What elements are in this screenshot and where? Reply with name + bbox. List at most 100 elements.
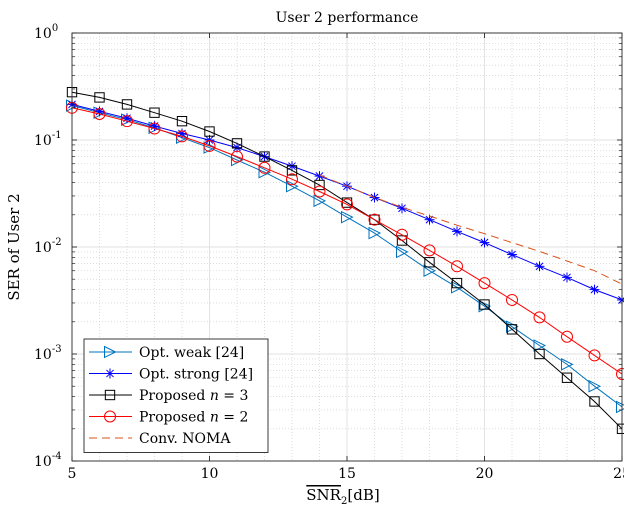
legend-entry: Opt. strong [24] — [89, 367, 253, 383]
x-tick-label: 15 — [338, 466, 356, 482]
data-point — [313, 194, 327, 208]
data-point — [479, 237, 490, 248]
data-point — [258, 165, 272, 179]
data-point — [589, 284, 600, 295]
legend-label: Opt. strong [24] — [139, 367, 253, 383]
x-tick-label: 10 — [201, 466, 219, 482]
data-point — [423, 264, 437, 278]
asterisk-stroke — [590, 285, 599, 294]
data-point — [314, 179, 325, 191]
data-point — [534, 261, 545, 272]
data-point — [341, 198, 353, 211]
data-point — [562, 272, 572, 283]
data-point — [286, 179, 299, 193]
y-axis-label: SER of User 2 — [5, 193, 23, 300]
asterisk-stroke — [398, 204, 406, 213]
legend-marker — [105, 368, 115, 379]
data-point — [149, 107, 160, 118]
asterisk-stroke — [480, 238, 489, 247]
legend-marker — [104, 389, 116, 401]
series-3 — [66, 86, 624, 434]
legend-label: Proposed n = 2 — [139, 410, 248, 426]
legend-marker — [104, 345, 117, 359]
y-tick-label: 10-1 — [34, 130, 62, 149]
data-point — [588, 349, 601, 362]
asterisk-stroke — [315, 172, 324, 181]
chart-title: User 2 performance — [276, 10, 419, 26]
series-line — [71, 91, 623, 430]
data-point — [451, 277, 463, 289]
series-5 — [319, 174, 623, 285]
data-point — [121, 99, 133, 110]
asterisk-stroke — [453, 227, 461, 236]
asterisk-stroke — [535, 262, 544, 271]
data-point — [94, 92, 105, 103]
x-axis-label: SNR2[dB] — [306, 486, 379, 506]
asterisk-stroke — [508, 250, 516, 259]
data-point — [176, 115, 188, 127]
series-group — [66, 86, 624, 434]
x-axis-label-text: SNR2[dB] — [306, 486, 379, 506]
series-4 — [66, 101, 624, 381]
legend-marker — [104, 410, 116, 423]
axis-ticks: 5 10 15 20 25 10-4 10-3 10-2 10-1 100 — [34, 23, 624, 482]
data-point — [368, 213, 381, 226]
data-point — [533, 311, 546, 324]
legend-entry: Opt. weak [24] — [89, 345, 244, 361]
y-tick-label: 10-2 — [34, 237, 62, 256]
series-line — [71, 107, 623, 375]
data-point — [396, 228, 408, 241]
legend-entry: Proposed n = 2 — [89, 410, 248, 426]
y-tick-label: 10-4 — [34, 451, 62, 470]
data-point — [258, 161, 271, 174]
data-point — [203, 139, 216, 152]
data-point — [451, 260, 463, 273]
data-point — [231, 150, 243, 163]
data-point — [176, 130, 188, 143]
y-tick-label: 10-3 — [34, 344, 62, 363]
data-point — [313, 185, 326, 198]
data-point — [506, 293, 518, 306]
legend-entry: Proposed n = 3 — [89, 388, 248, 404]
data-point — [561, 358, 574, 371]
data-point — [423, 244, 436, 257]
data-point — [369, 214, 380, 225]
y-tick-label: 100 — [34, 23, 58, 42]
legend: Opt. weak [24] Opt. strong [24] Proposed n… — [83, 338, 269, 453]
data-point — [479, 299, 490, 310]
data-point — [561, 330, 573, 343]
x-tick-label: 5 — [68, 466, 77, 482]
data-point — [204, 126, 215, 137]
data-point — [534, 348, 545, 360]
data-point — [177, 128, 187, 139]
data-point — [396, 235, 408, 246]
data-point — [533, 339, 547, 352]
legend-label: Conv. NOMA — [139, 431, 231, 447]
data-point — [93, 107, 106, 120]
legend-label: Opt. weak [24] — [139, 345, 244, 361]
data-point — [478, 277, 491, 290]
asterisk-stroke — [106, 369, 114, 378]
data-point — [148, 122, 161, 135]
data-point — [589, 396, 600, 407]
data-point — [506, 324, 518, 335]
data-point — [561, 372, 573, 383]
data-point — [231, 153, 244, 167]
data-point — [396, 245, 409, 259]
data-point — [507, 249, 517, 260]
data-point — [368, 226, 382, 240]
legend-entry: Conv. NOMA — [89, 431, 231, 447]
data-point — [588, 379, 602, 393]
data-point — [259, 151, 270, 162]
data-point — [286, 165, 298, 176]
data-point — [451, 281, 464, 294]
data-point — [121, 115, 133, 128]
data-point — [341, 210, 354, 224]
series-line — [319, 174, 623, 285]
data-point — [231, 138, 243, 149]
x-tick-label: 20 — [476, 466, 494, 482]
legend-label: Proposed n = 3 — [139, 388, 248, 404]
data-point — [286, 173, 298, 186]
data-point — [452, 226, 462, 237]
